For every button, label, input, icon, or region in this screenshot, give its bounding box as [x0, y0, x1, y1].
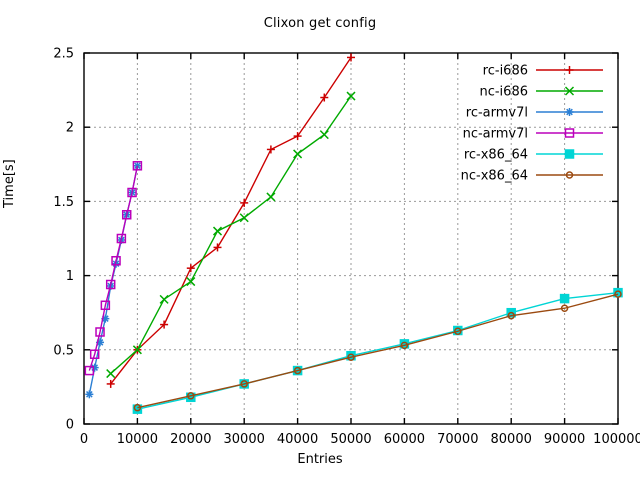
data-point — [111, 256, 121, 266]
data-point — [559, 293, 570, 304]
data-point — [212, 226, 223, 236]
legend-item-rc-i686: rc-i686 — [483, 64, 603, 79]
series-line — [110, 57, 352, 385]
legend-label: nc-armv7l — [463, 127, 528, 142]
series-line — [88, 165, 139, 371]
data-point — [132, 161, 143, 171]
data-point — [159, 294, 169, 304]
x-tick-label: 70000 — [437, 432, 478, 447]
data-point — [106, 369, 116, 379]
legend-sample-marker — [564, 86, 575, 96]
y-tick-label: 0.5 — [53, 343, 74, 358]
x-tick-label: 90000 — [544, 432, 585, 447]
x-tick-label: 10000 — [117, 432, 158, 447]
legend-item-nc-armv7l: nc-armv7l — [463, 127, 603, 142]
x-tick-label: 100000 — [593, 432, 640, 447]
data-series-layer — [84, 53, 623, 414]
legend-item-nc-x86_64: nc-x86_64 — [461, 169, 603, 184]
series-line — [110, 95, 352, 375]
series-rc-x86_64 — [132, 287, 623, 414]
series-nc-x86_64 — [133, 290, 622, 412]
data-point — [454, 327, 462, 335]
legend-label: nc-x86_64 — [461, 169, 528, 184]
y-tick-label: 1 — [66, 269, 74, 284]
x-tick-label: 50000 — [330, 432, 371, 447]
x-axis-label: Entries — [297, 452, 343, 467]
series-line — [137, 291, 619, 410]
legend-label: rc-i686 — [483, 64, 528, 79]
data-point — [86, 390, 93, 398]
data-point — [614, 290, 622, 298]
data-point — [240, 380, 248, 388]
grid-lines — [84, 53, 618, 424]
data-point — [293, 366, 302, 375]
series-nc-i686 — [106, 91, 356, 379]
data-point — [121, 210, 132, 220]
data-point — [84, 365, 95, 376]
x-tick-label: 80000 — [491, 432, 532, 447]
data-point — [507, 311, 515, 320]
data-point — [102, 315, 109, 322]
x-tick-label: 20000 — [170, 432, 211, 447]
chart-legend: rc-i686 nc-i686 rc-armv7l nc-armv7l rc-x86_6… — [461, 64, 603, 184]
data-point — [319, 130, 329, 140]
chart-title: Clixon get config — [263, 16, 377, 31]
legend-item-rc-armv7l: rc-armv7l — [466, 106, 603, 121]
y-tick-label: 0 — [66, 418, 74, 433]
data-point — [105, 279, 116, 290]
data-point — [239, 213, 249, 223]
data-point — [400, 341, 409, 350]
data-point — [96, 339, 104, 346]
data-point — [116, 233, 127, 244]
legend-label: rc-armv7l — [466, 106, 528, 121]
data-point — [346, 91, 356, 101]
x-tick-label: 40000 — [277, 432, 318, 447]
legend-item-rc-x86_64: rc-x86_64 — [464, 148, 603, 163]
data-point — [132, 345, 142, 355]
legend-sample-marker — [564, 149, 575, 159]
data-point — [347, 353, 355, 361]
y-tick-label: 2 — [66, 121, 74, 136]
legend-sample-marker — [565, 171, 574, 179]
series-nc-armv7l — [84, 161, 143, 376]
data-point — [100, 300, 111, 311]
x-tick-label: 0 — [80, 432, 88, 447]
x-tick-label: 30000 — [224, 432, 265, 447]
data-point — [187, 392, 195, 400]
data-point — [186, 277, 196, 287]
data-point — [89, 349, 100, 360]
data-point — [266, 192, 276, 202]
legend-sample-marker — [564, 128, 575, 138]
axis-ticks: 0 0.5 1 1.5 2 2.5 0 10000 20000 30000 40000 50000 60… — [53, 47, 640, 448]
legend-label: nc-i686 — [479, 85, 528, 100]
series-line — [137, 293, 619, 409]
data-point — [293, 149, 303, 159]
legend-label: rc-x86_64 — [464, 148, 528, 163]
x-tick-label: 60000 — [384, 432, 425, 447]
data-point — [560, 304, 569, 312]
y-tick-label: 1.5 — [53, 195, 74, 210]
data-point — [133, 403, 142, 412]
legend-item-nc-i686: nc-i686 — [479, 85, 603, 100]
data-point — [95, 327, 105, 337]
legend-sample-marker — [566, 108, 573, 116]
data-point — [127, 187, 137, 198]
y-tick-label: 2.5 — [53, 47, 74, 62]
